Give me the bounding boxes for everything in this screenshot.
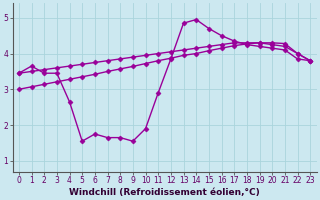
X-axis label: Windchill (Refroidissement éolien,°C): Windchill (Refroidissement éolien,°C) [69, 188, 260, 197]
